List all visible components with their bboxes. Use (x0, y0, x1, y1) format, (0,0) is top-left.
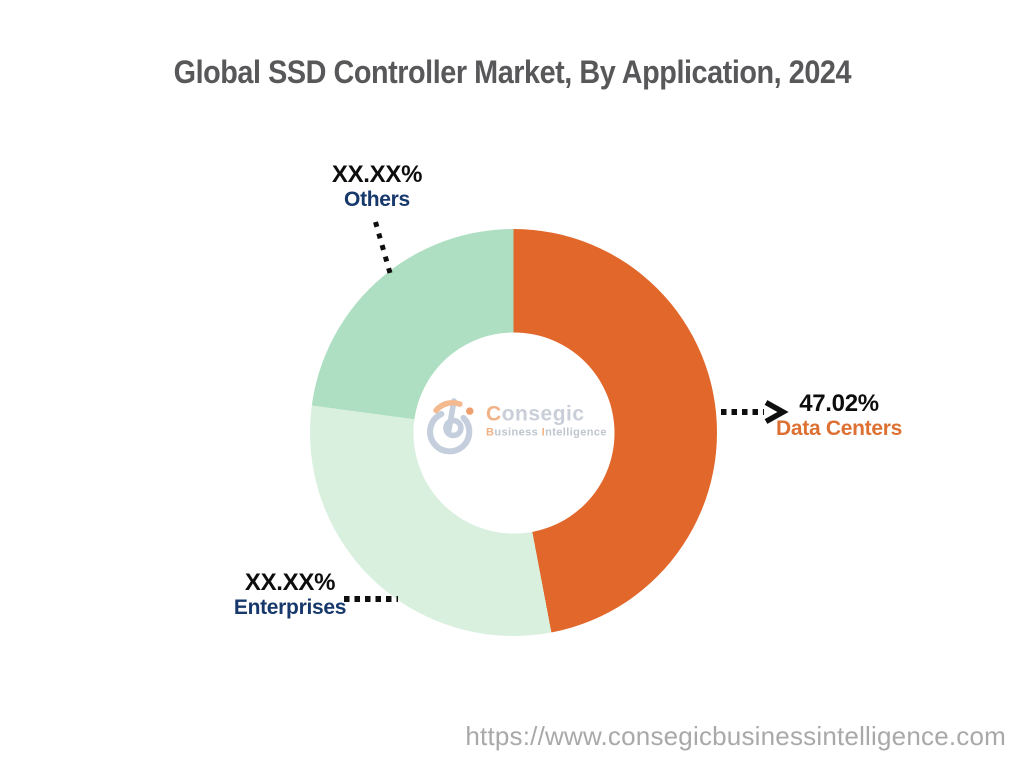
consegic-logo-watermark: Consegic Business Intelligence (424, 387, 607, 455)
logo-ring-shape (426, 410, 472, 455)
logo-tagline-word1: Business (486, 426, 539, 439)
logo-orange-arc-shape (432, 399, 463, 414)
logo-orange-dot-shape (465, 407, 474, 415)
donut-hole: Consegic Business Intelligence (413, 332, 614, 533)
logo-tagline-word2: Intelligence (541, 426, 607, 439)
callout-enterprises: XX.XX% Enterprises (215, 570, 365, 620)
callout-data-centers: 47.02% Data Centers (756, 391, 922, 441)
logo-brand-name: Consegic (486, 402, 585, 426)
others-connector-line (373, 221, 393, 274)
consegic-logo-icon (426, 398, 474, 455)
chart-title: Global SSD Controller Market, By Applica… (0, 54, 1024, 91)
logo-tagline: Business Intelligence (486, 427, 607, 439)
chart-title-text: Global SSD Controller Market, By Applica… (173, 54, 851, 90)
logo-b-bowl-shape (442, 417, 464, 439)
others-value: XX.XX% (331, 161, 423, 188)
enterprises-label: Enterprises (233, 596, 347, 619)
callout-others: XX.XX% Others (302, 162, 452, 212)
data-centers-value: 47.02% (799, 390, 879, 417)
data-centers-label: Data Centers (776, 417, 902, 440)
enterprises-value: XX.XX% (244, 569, 336, 596)
source-url-link[interactable]: https://www.consegicbusinessintelligence… (465, 721, 1006, 751)
logo-text-block: Consegic Business Intelligence (486, 403, 607, 439)
logo-b-stem-shape (445, 398, 457, 437)
others-label: Others (344, 188, 410, 211)
donut-chart: Consegic Business Intelligence (310, 229, 717, 636)
